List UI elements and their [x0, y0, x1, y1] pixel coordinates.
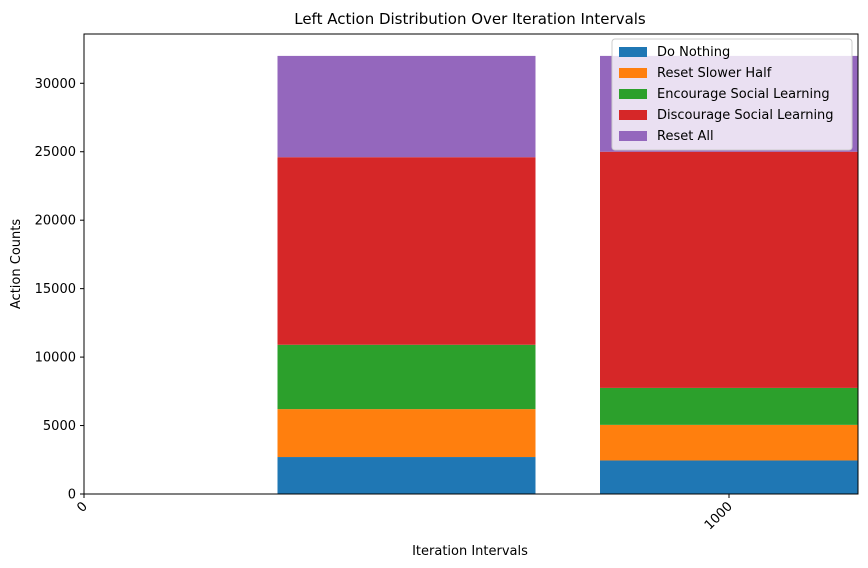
- y-tick-label: 10000: [35, 351, 76, 366]
- bar-encourage-social-learning-1000: [600, 387, 858, 425]
- legend-label: Encourage Social Learning: [657, 87, 830, 102]
- y-tick-label: 25000: [35, 145, 76, 160]
- bar-discourage-social-learning-1000: [600, 151, 858, 388]
- y-tick-label: 30000: [35, 77, 76, 92]
- bar-reset-slower-half-0: [277, 409, 536, 458]
- x-axis: 0 1000: [74, 494, 736, 533]
- y-axis-label: Action Counts: [9, 219, 24, 309]
- bar-encourage-social-learning-0: [277, 344, 536, 410]
- bar-discourage-social-learning-0: [277, 157, 536, 345]
- bar-reset-slower-half-1000: [600, 424, 858, 461]
- legend-swatch: [619, 131, 647, 141]
- y-tick-label: 5000: [43, 419, 76, 434]
- bars: [277, 55, 858, 494]
- legend-swatch: [619, 68, 647, 78]
- legend-swatch: [619, 110, 647, 120]
- legend-label: Reset All: [657, 129, 714, 144]
- chart-title: Left Action Distribution Over Iteration …: [294, 10, 646, 28]
- y-tick-label: 15000: [35, 282, 76, 297]
- legend-label: Do Nothing: [657, 45, 730, 60]
- legend-swatch: [619, 89, 647, 99]
- y-tick-label: 20000: [35, 214, 76, 229]
- legend-label: Discourage Social Learning: [657, 108, 834, 123]
- legend-label: Reset Slower Half: [657, 66, 772, 81]
- x-tick-label: 0: [74, 499, 90, 515]
- bar-do-nothing-0: [277, 457, 536, 494]
- x-axis-label: Iteration Intervals: [412, 544, 528, 559]
- bar-reset-all-0: [277, 55, 536, 158]
- legend-swatch: [619, 47, 647, 57]
- legend-box: [611, 38, 853, 151]
- plot-frame: [83, 33, 859, 495]
- y-tick-label: 0: [68, 488, 76, 503]
- x-tick-label: 1000: [702, 499, 736, 533]
- y-axis: 0 5000 10000 15000 20000 25000 30000: [35, 77, 84, 503]
- bar-do-nothing-1000: [600, 460, 858, 494]
- legend: Do Nothing Reset Slower Half Encourage Soc…: [611, 38, 853, 151]
